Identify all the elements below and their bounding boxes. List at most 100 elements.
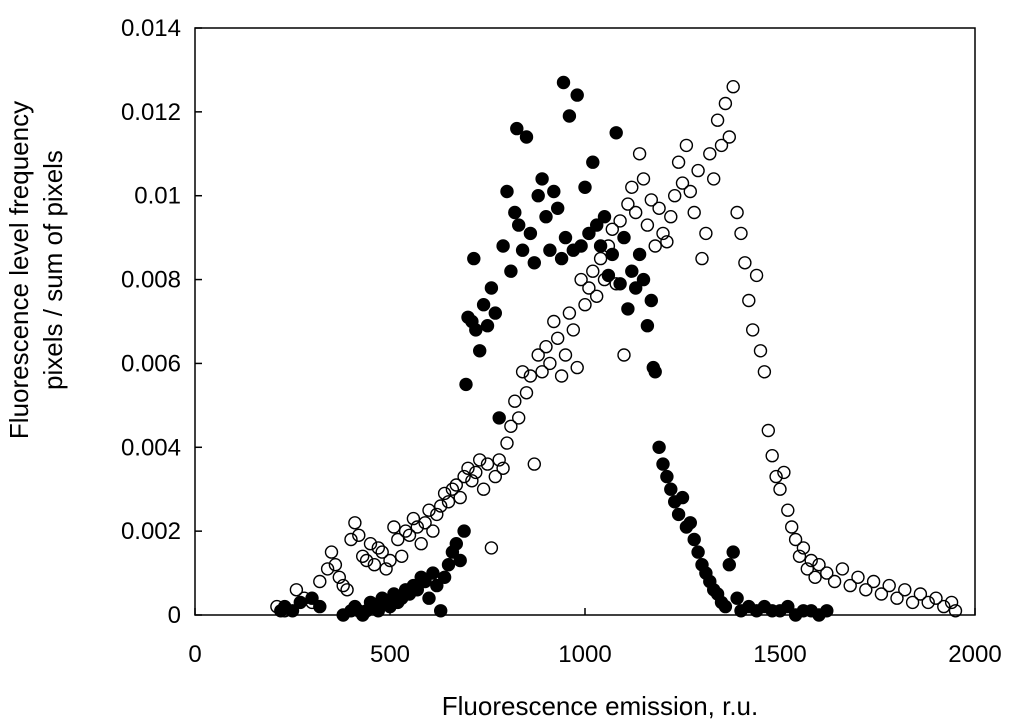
open-data-point xyxy=(937,599,951,614)
y-tick-label: 0.014 xyxy=(121,15,181,42)
open-data-point xyxy=(718,96,733,111)
filled-data-point xyxy=(570,88,584,102)
filled-data-point xyxy=(543,243,557,257)
filled-data-point xyxy=(636,272,651,287)
open-data-point xyxy=(512,411,526,425)
open-data-point xyxy=(562,306,577,320)
open-data-point xyxy=(882,578,896,593)
open-data-point xyxy=(617,348,631,362)
open-data-point xyxy=(648,239,662,253)
filled-data-point xyxy=(480,319,495,333)
y-axis-title-line-2: pixels / sum of pixels xyxy=(38,150,68,390)
open-data-point xyxy=(625,180,639,195)
filled-data-point xyxy=(652,440,666,454)
x-tick-label: 1000 xyxy=(558,641,611,668)
open-data-point xyxy=(395,549,409,563)
open-data-point xyxy=(500,436,514,450)
filled-data-point xyxy=(632,247,647,262)
open-data-point xyxy=(929,591,943,605)
open-data-point xyxy=(597,272,612,287)
data-points xyxy=(270,75,963,622)
filled-data-point xyxy=(473,344,487,358)
open-data-point xyxy=(434,499,448,513)
open-data-point xyxy=(305,595,319,610)
open-data-point xyxy=(656,226,670,241)
filled-data-point xyxy=(629,281,643,295)
open-data-point xyxy=(515,365,530,379)
open-data-point xyxy=(270,599,284,614)
y-tick-label: 0.01 xyxy=(134,183,181,210)
open-data-point xyxy=(519,386,534,400)
filled-data-point xyxy=(500,184,514,199)
filled-data-point xyxy=(726,545,740,559)
filled-data-point xyxy=(457,524,471,538)
open-data-point xyxy=(820,566,834,580)
open-data-point xyxy=(773,482,787,496)
open-data-point xyxy=(469,465,483,480)
open-data-point xyxy=(367,558,382,572)
open-data-point xyxy=(586,264,600,278)
open-data-point xyxy=(398,524,413,538)
filled-data-point xyxy=(586,155,600,169)
open-data-point xyxy=(640,218,655,232)
open-data-point xyxy=(371,541,385,555)
open-data-point xyxy=(913,587,928,601)
plot-area-frame xyxy=(194,27,976,616)
open-data-point xyxy=(406,511,421,526)
open-data-point xyxy=(402,528,417,542)
filled-data-point xyxy=(441,558,456,572)
open-data-point xyxy=(582,281,596,295)
open-data-point xyxy=(777,465,791,480)
open-data-point xyxy=(527,457,541,471)
open-data-point xyxy=(722,130,736,144)
open-data-point xyxy=(476,482,491,496)
open-data-point xyxy=(473,453,487,467)
filled-data-point xyxy=(562,109,577,123)
filled-data-point xyxy=(410,583,424,597)
filled-data-point xyxy=(430,578,444,593)
open-data-point xyxy=(508,394,522,408)
filled-data-point xyxy=(683,516,697,530)
filled-data-point xyxy=(496,239,510,253)
open-data-point xyxy=(558,348,573,362)
open-data-point xyxy=(890,591,904,605)
open-data-point xyxy=(851,570,865,584)
open-data-point xyxy=(734,226,748,241)
filled-data-point xyxy=(371,604,385,618)
filled-data-point xyxy=(730,591,744,605)
filled-data-point xyxy=(613,277,627,291)
open-data-point xyxy=(336,578,350,593)
open-data-point xyxy=(609,277,623,291)
filled-data-point xyxy=(484,281,499,295)
open-data-point xyxy=(679,138,694,153)
open-data-point xyxy=(363,537,378,551)
filled-data-point xyxy=(644,293,658,308)
open-data-point xyxy=(543,356,557,371)
open-data-point xyxy=(808,570,822,584)
open-data-point xyxy=(746,323,760,337)
open-data-point xyxy=(812,558,826,572)
open-data-point xyxy=(835,562,850,576)
open-data-point xyxy=(905,595,920,610)
open-data-point xyxy=(359,553,374,568)
filled-data-point xyxy=(459,377,473,392)
open-data-point xyxy=(554,369,569,383)
filled-data-point xyxy=(467,251,481,266)
open-data-point xyxy=(629,205,643,220)
y-tick-label: 0.002 xyxy=(121,518,181,545)
open-data-point xyxy=(866,574,881,589)
filled-data-point xyxy=(556,75,571,90)
filled-data-point xyxy=(722,558,736,572)
y-tick-label: 0 xyxy=(168,602,181,629)
filled-data-point xyxy=(640,319,655,333)
open-data-point xyxy=(800,562,814,576)
open-data-point xyxy=(726,79,740,94)
open-data-point xyxy=(632,147,647,161)
filled-data-point xyxy=(437,570,452,584)
open-data-point xyxy=(636,172,651,186)
open-data-point xyxy=(804,553,818,568)
open-data-point xyxy=(664,209,678,224)
filled-data-point xyxy=(531,188,545,203)
open-data-point xyxy=(441,495,456,509)
open-data-point xyxy=(675,176,690,190)
